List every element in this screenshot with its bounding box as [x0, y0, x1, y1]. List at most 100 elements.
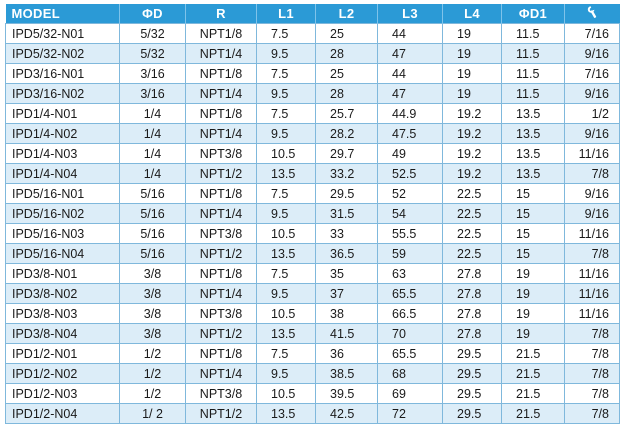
header-row: MODEL ΦD R L1 L2 L3 L4 ΦD1: [5, 4, 620, 24]
cell-l4: 27.8: [442, 263, 502, 284]
cell-diameter: 1/2: [119, 343, 186, 364]
cell-l1: 10.5: [256, 143, 316, 164]
cell-l3: 44: [377, 63, 443, 84]
cell-l4: 29.5: [442, 343, 502, 364]
cell-l3: 47: [377, 43, 443, 64]
cell-thread: NPT3/8: [185, 223, 257, 244]
cell-diameter: 1/4: [119, 143, 186, 164]
cell-thread: NPT1/2: [185, 163, 257, 184]
cell-body-diameter: 19: [501, 303, 565, 324]
cell-l2: 29.7: [315, 143, 378, 164]
cell-model: IPD1/4-N04: [5, 163, 120, 184]
table-row: IPD1/4-N02 1/4 NPT1/4 9.5 28.2 47.5 19.2 13.5 9/…: [5, 123, 620, 144]
cell-model: IPD5/32-N02: [5, 43, 120, 64]
cell-l2: 25: [315, 63, 378, 84]
table-row: IPD1/2-N01 1/2 NPT1/8 7.5 36 65.5 29.5 21.5 7/8: [5, 343, 620, 364]
cell-thread: NPT1/4: [185, 283, 257, 304]
cell-l1: 10.5: [256, 303, 316, 324]
cell-l4: 19.2: [442, 143, 502, 164]
cell-body-diameter: 21.5: [501, 343, 565, 364]
cell-diameter: 5/16: [119, 183, 186, 204]
cell-model: IPD1/4-N02: [5, 123, 120, 144]
cell-hex-size: 9/16: [564, 43, 620, 64]
cell-thread: NPT1/2: [185, 323, 257, 344]
cell-l2: 28.2: [315, 123, 378, 144]
cell-thread: NPT1/8: [185, 103, 257, 124]
cell-diameter: 3/16: [119, 83, 186, 104]
col-header-thread: R: [185, 4, 257, 24]
cell-body-diameter: 19: [501, 323, 565, 344]
cell-l2: 29.5: [315, 183, 378, 204]
cell-l1: 13.5: [256, 243, 316, 264]
cell-diameter: 1/4: [119, 163, 186, 184]
cell-model: IPD1/2-N02: [5, 363, 120, 384]
table-row: IPD5/16-N04 5/16 NPT1/2 13.5 36.5 59 22.5 15 7/8: [5, 243, 620, 264]
cell-model: IPD1/2-N04: [5, 403, 120, 424]
cell-thread: NPT1/2: [185, 243, 257, 264]
table-row: IPD3/8-N03 3/8 NPT3/8 10.5 38 66.5 27.8 19 11/16: [5, 303, 620, 324]
cell-body-diameter: 11.5: [501, 83, 565, 104]
cell-model: IPD3/8-N03: [5, 303, 120, 324]
cell-model: IPD1/2-N03: [5, 383, 120, 404]
cell-body-diameter: 19: [501, 283, 565, 304]
table-row: IPD5/32-N02 5/32 NPT1/4 9.5 28 47 19 11.5 9/16: [5, 43, 620, 64]
cell-l2: 28: [315, 83, 378, 104]
wrench-icon: [586, 5, 599, 22]
cell-body-diameter: 13.5: [501, 163, 565, 184]
cell-model: IPD5/16-N03: [5, 223, 120, 244]
cell-l1: 7.5: [256, 63, 316, 84]
col-header-model: MODEL: [5, 4, 120, 24]
cell-l2: 25.7: [315, 103, 378, 124]
cell-l4: 19.2: [442, 163, 502, 184]
cell-hex-size: 7/16: [564, 23, 620, 44]
cell-l4: 19.2: [442, 123, 502, 144]
cell-model: IPD3/16-N02: [5, 83, 120, 104]
cell-diameter: 3/8: [119, 263, 186, 284]
cell-l4: 19.2: [442, 103, 502, 124]
cell-body-diameter: 15: [501, 223, 565, 244]
cell-l4: 22.5: [442, 183, 502, 204]
cell-hex-size: 11/16: [564, 303, 620, 324]
cell-thread: NPT3/8: [185, 143, 257, 164]
cell-body-diameter: 19: [501, 263, 565, 284]
cell-thread: NPT1/4: [185, 363, 257, 384]
cell-body-diameter: 13.5: [501, 103, 565, 124]
cell-l4: 19: [442, 63, 502, 84]
cell-l1: 13.5: [256, 403, 316, 424]
cell-l4: 27.8: [442, 323, 502, 344]
cell-l3: 66.5: [377, 303, 443, 324]
cell-diameter: 5/16: [119, 243, 186, 264]
cell-l4: 22.5: [442, 203, 502, 224]
cell-thread: NPT1/4: [185, 83, 257, 104]
cell-body-diameter: 13.5: [501, 143, 565, 164]
cell-l1: 9.5: [256, 283, 316, 304]
cell-diameter: 5/32: [119, 43, 186, 64]
table-row: IPD3/16-N02 3/16 NPT1/4 9.5 28 47 19 11.5 9/16: [5, 83, 620, 104]
cell-thread: NPT1/8: [185, 263, 257, 284]
col-header-hex: [564, 4, 620, 24]
cell-model: IPD3/8-N01: [5, 263, 120, 284]
cell-l4: 29.5: [442, 403, 502, 424]
cell-l1: 13.5: [256, 163, 316, 184]
cell-l3: 44.9: [377, 103, 443, 124]
cell-diameter: 1/4: [119, 123, 186, 144]
cell-l2: 35: [315, 263, 378, 284]
col-header-l3: L3: [377, 4, 443, 24]
cell-l1: 9.5: [256, 123, 316, 144]
table-row: IPD1/2-N02 1/2 NPT1/4 9.5 38.5 68 29.5 21.5 7/8: [5, 363, 620, 384]
cell-l3: 65.5: [377, 343, 443, 364]
cell-l3: 63: [377, 263, 443, 284]
cell-l1: 9.5: [256, 363, 316, 384]
cell-l3: 69: [377, 383, 443, 404]
table-row: IPD1/4-N04 1/4 NPT1/2 13.5 33.2 52.5 19.2 13.5 7…: [5, 163, 620, 184]
cell-thread: NPT1/4: [185, 203, 257, 224]
table-row: IPD3/8-N01 3/8 NPT1/8 7.5 35 63 27.8 19 11/16: [5, 263, 620, 284]
cell-l4: 27.8: [442, 283, 502, 304]
cell-model: IPD3/8-N02: [5, 283, 120, 304]
col-header-body-diameter: ΦD1: [501, 4, 565, 24]
cell-body-diameter: 21.5: [501, 383, 565, 404]
table-row: IPD3/16-N01 3/16 NPT1/8 7.5 25 44 19 11.5 7/16: [5, 63, 620, 84]
cell-diameter: 5/16: [119, 223, 186, 244]
cell-l3: 70: [377, 323, 443, 344]
cell-l4: 19: [442, 43, 502, 64]
